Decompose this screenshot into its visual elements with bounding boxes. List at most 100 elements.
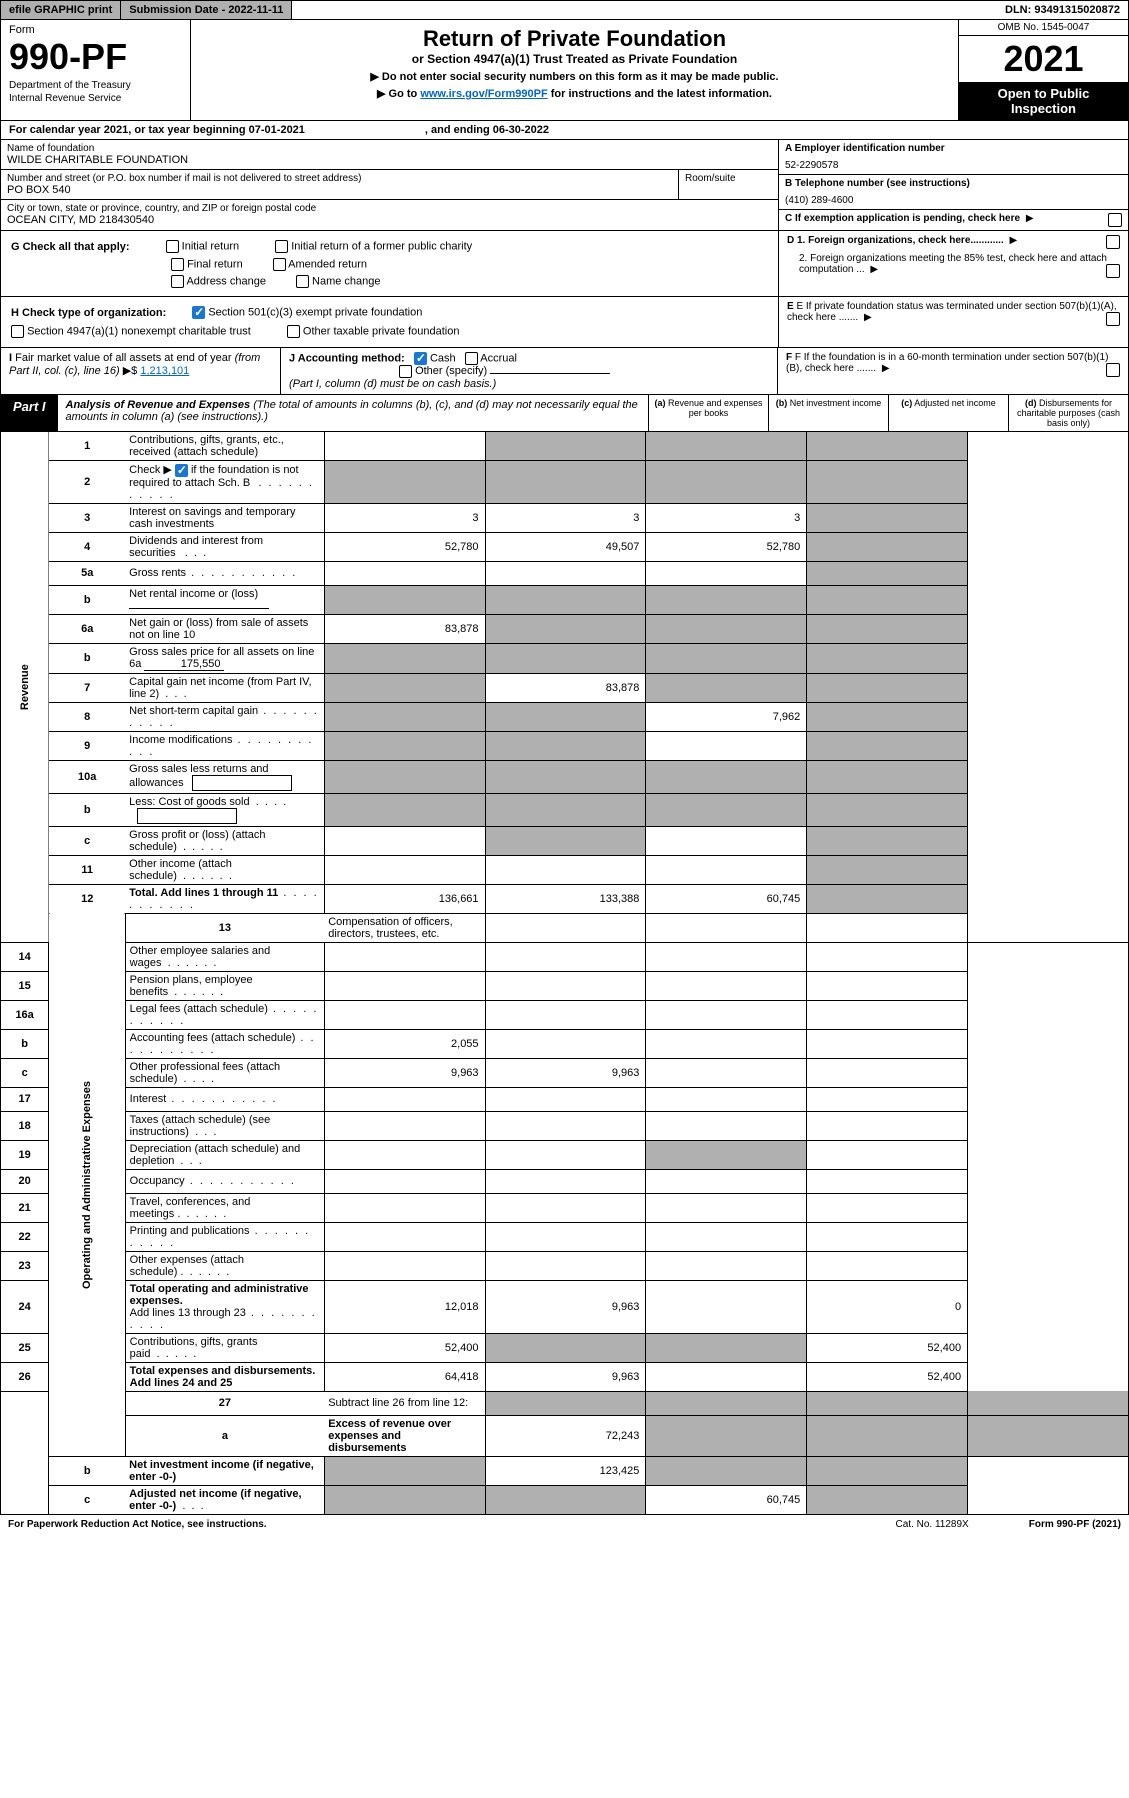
table-row: 11Other income (attach schedule) . . . .… — [1, 855, 1129, 884]
exemption-pending-cell: C If exemption application is pending, c… — [779, 210, 1128, 230]
col-d-header: (d) Disbursements for charitable purpose… — [1008, 395, 1128, 431]
table-row: 25Contributions, gifts, grants paid . . … — [1, 1333, 1129, 1362]
e-line: E E If private foundation status was ter… — [787, 301, 1120, 326]
checkbox-501c3[interactable] — [192, 306, 205, 319]
table-row: cAdjusted net income (if negative, enter… — [1, 1485, 1129, 1514]
checkbox-4947[interactable] — [11, 325, 24, 338]
info-grid: Name of foundation WILDE CHARITABLE FOUN… — [0, 140, 1129, 231]
checkbox-initial-return[interactable] — [166, 240, 179, 253]
table-row: bAccounting fees (attach schedule)2,055 — [1, 1029, 1129, 1058]
checkbox-sch-b[interactable] — [175, 464, 188, 477]
table-row: 21Travel, conferences, and meetings . . … — [1, 1193, 1129, 1222]
check-h-row: H Check type of organization: Section 50… — [0, 297, 1129, 348]
form-subtitle: or Section 4947(a)(1) Trust Treated as P… — [199, 52, 950, 66]
table-row: 17Interest — [1, 1087, 1129, 1111]
cat-number: Cat. No. 11289X — [896, 1519, 969, 1530]
address-cell: Number and street (or P.O. box number if… — [1, 170, 778, 200]
form-number: 990-PF — [9, 36, 182, 78]
header-center: Return of Private Foundation or Section … — [191, 20, 958, 120]
col-b-header: (b) Net investment income — [768, 395, 888, 431]
table-row: 26Total expenses and disbursements. Add … — [1, 1362, 1129, 1391]
table-row: bGross sales price for all assets on lin… — [1, 643, 1129, 673]
footer: For Paperwork Reduction Act Notice, see … — [0, 1515, 1129, 1534]
checkbox-accrual[interactable] — [465, 352, 478, 365]
checkbox-amended-return[interactable] — [273, 258, 286, 271]
dln: DLN: 93491315020872 — [997, 1, 1128, 19]
omb-number: OMB No. 1545-0047 — [959, 20, 1128, 36]
form-label: Form — [9, 24, 182, 36]
checkbox-other-method[interactable] — [399, 365, 412, 378]
ein-cell: A Employer identification number 52-2290… — [779, 140, 1128, 175]
header-left: Form 990-PF Department of the Treasury I… — [1, 20, 191, 120]
checkbox-address-change[interactable] — [171, 275, 184, 288]
table-row: cGross profit or (loss) (attach schedule… — [1, 826, 1129, 855]
instr-link-line: ▶ Go to www.irs.gov/Form990PF for instru… — [199, 87, 950, 100]
city-cell: City or town, state or province, country… — [1, 200, 778, 229]
table-row: 4Dividends and interest from securities … — [1, 532, 1129, 561]
instr-ssn: ▶ Do not enter social security numbers o… — [199, 70, 950, 83]
fmv-value[interactable]: 1,213,101 — [140, 365, 189, 377]
table-row: 23Other expenses (attach schedule) . . .… — [1, 1251, 1129, 1280]
table-row: 9Income modifications — [1, 731, 1129, 760]
col-c-header: (c) Adjusted net income — [888, 395, 1008, 431]
table-row: 22Printing and publications — [1, 1222, 1129, 1251]
submission-date: Submission Date - 2022-11-11 — [121, 1, 292, 19]
table-row: 12Total. Add lines 1 through 11 136,6611… — [1, 884, 1129, 913]
calendar-year-row: For calendar year 2021, or tax year begi… — [0, 121, 1129, 140]
form-title: Return of Private Foundation — [199, 26, 950, 52]
table-row: 8Net short-term capital gain 7,962 — [1, 702, 1129, 731]
form-header: Form 990-PF Department of the Treasury I… — [0, 20, 1129, 121]
table-row: 5aGross rents — [1, 561, 1129, 585]
revenue-side-label: Revenue — [1, 432, 49, 942]
open-public-badge: Open to PublicInspection — [959, 82, 1128, 120]
room-suite: Room/suite — [678, 170, 778, 199]
checkbox-initial-former[interactable] — [275, 240, 288, 253]
fmv-row: I Fair market value of all assets at end… — [0, 348, 1129, 395]
checkbox-other-taxable[interactable] — [287, 325, 300, 338]
table-row: 16aLegal fees (attach schedule) — [1, 1000, 1129, 1029]
part1-header: Part I Analysis of Revenue and Expenses … — [0, 395, 1129, 432]
d2-line: 2. Foreign organizations meeting the 85%… — [787, 253, 1120, 278]
paperwork-notice: For Paperwork Reduction Act Notice, see … — [8, 1519, 267, 1530]
foundation-name-cell: Name of foundation WILDE CHARITABLE FOUN… — [1, 140, 778, 170]
table-row: 10aGross sales less returns and allowanc… — [1, 760, 1129, 793]
checkbox-d1[interactable] — [1106, 235, 1120, 249]
part1-title: Analysis of Revenue and Expenses (The to… — [58, 395, 648, 431]
checkbox-d2[interactable] — [1106, 264, 1120, 278]
efile-print-button[interactable]: efile GRAPHIC print — [1, 1, 121, 19]
checkbox-name-change[interactable] — [296, 275, 309, 288]
f-cell: F F If the foundation is in a 60-month t… — [778, 348, 1128, 394]
checkbox-final-return[interactable] — [171, 258, 184, 271]
check-g-row: G Check all that apply: Initial return I… — [0, 231, 1129, 297]
table-row: 18Taxes (attach schedule) (see instructi… — [1, 1111, 1129, 1140]
table-row: Operating and Administrative Expenses 13… — [1, 913, 1129, 942]
table-row: 3Interest on savings and temporary cash … — [1, 503, 1129, 532]
checkbox-c[interactable] — [1108, 213, 1122, 227]
form-ref: Form 990-PF (2021) — [1029, 1519, 1121, 1530]
accounting-method-cell: J Accounting method: Cash Accrual Other … — [281, 348, 778, 394]
checkbox-f[interactable] — [1106, 363, 1120, 377]
table-row: bNet rental income or (loss) — [1, 585, 1129, 614]
col-a-header: (a) Revenue and expenses per books — [648, 395, 768, 431]
table-row: 7Capital gain net income (from Part IV, … — [1, 673, 1129, 702]
table-row: 6aNet gain or (loss) from sale of assets… — [1, 614, 1129, 643]
dept-irs: Internal Revenue Service — [9, 93, 182, 104]
table-row: 15Pension plans, employee benefits . . .… — [1, 971, 1129, 1000]
dept-treasury: Department of the Treasury — [9, 80, 182, 91]
irs-link[interactable]: www.irs.gov/Form990PF — [420, 88, 547, 100]
part1-table: Revenue 1 Contributions, gifts, grants, … — [0, 432, 1129, 1515]
table-row: 2 Check ▶ if the foundation is not requi… — [1, 461, 1129, 504]
checkbox-cash[interactable] — [414, 352, 427, 365]
table-row: cOther professional fees (attach schedul… — [1, 1058, 1129, 1087]
table-row: aExcess of revenue over expenses and dis… — [1, 1415, 1129, 1456]
header-right: OMB No. 1545-0047 2021 Open to PublicIns… — [958, 20, 1128, 120]
fmv-cell: I Fair market value of all assets at end… — [1, 348, 281, 394]
part1-label: Part I — [1, 395, 58, 431]
check-g-label: G Check all that apply: Initial return I… — [11, 240, 768, 253]
check-h-label: H Check type of organization: Section 50… — [11, 306, 768, 319]
table-row: bLess: Cost of goods sold . . . . — [1, 793, 1129, 826]
table-row: Revenue 1 Contributions, gifts, grants, … — [1, 432, 1129, 461]
tax-year: 2021 — [959, 36, 1128, 82]
table-row: bNet investment income (if negative, ent… — [1, 1456, 1129, 1485]
checkbox-e[interactable] — [1106, 312, 1120, 326]
